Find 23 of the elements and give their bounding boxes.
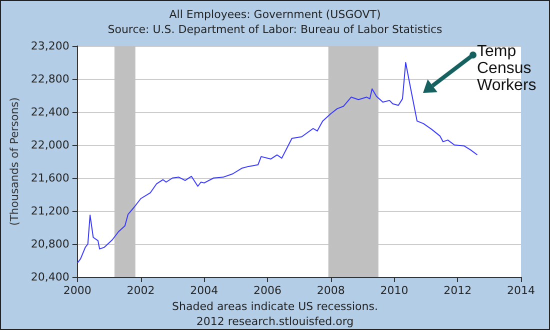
y-axis-title: (Thousands of Persons) bbox=[8, 97, 21, 226]
y-tick-label: 21,600 bbox=[30, 172, 70, 184]
text: Shaded areas indicate US recessions. bbox=[172, 300, 378, 313]
y-tick-label: 23,200 bbox=[30, 40, 70, 52]
x-tick-label: 2010 bbox=[380, 284, 408, 297]
x-tick-label: 2014 bbox=[507, 284, 535, 297]
line-series bbox=[76, 62, 478, 264]
text: 2012 research.stlouisfed.org bbox=[196, 315, 354, 328]
annotation: Temp Census Workers bbox=[477, 43, 538, 94]
x-tick-label: 2000 bbox=[63, 284, 92, 297]
chart-title: All Employees: Government (USGOVT) bbox=[169, 8, 381, 21]
y-tick-label: 22,400 bbox=[30, 106, 70, 118]
chart-subtitle: Source: U.S. Department of Labor: Bureau of Labor Statistics bbox=[108, 23, 443, 36]
y-tick-label: 20,400 bbox=[30, 270, 70, 284]
y-tick-label: 21,200 bbox=[30, 204, 70, 218]
x-tick-label: 2008 bbox=[316, 284, 345, 297]
x-tick-label: 2004 bbox=[190, 284, 218, 297]
y-tick-label: 20,800 bbox=[30, 238, 70, 250]
x-tick-label: 2002 bbox=[126, 284, 155, 297]
x-tick-label: 2006 bbox=[254, 284, 282, 297]
x-tick-label: 2012 bbox=[444, 284, 472, 297]
y-tick-label: 22,800 bbox=[30, 72, 70, 86]
y-tick-label: 22,000 bbox=[30, 138, 70, 152]
